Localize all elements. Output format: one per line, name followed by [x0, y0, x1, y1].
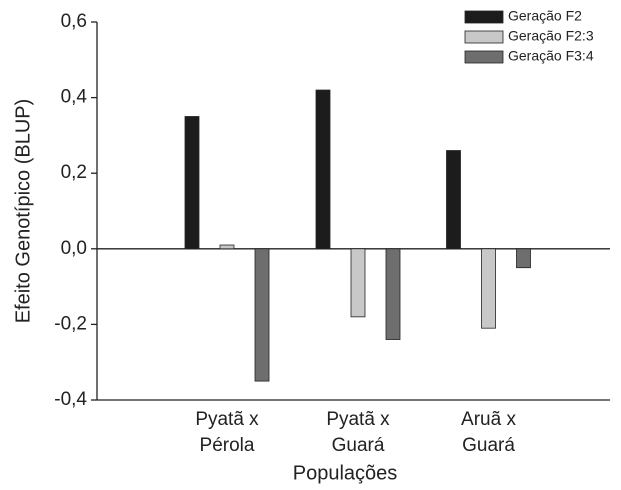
y-tick-label: 0,2 — [61, 162, 87, 183]
x-tick-label: Aruã x — [461, 409, 516, 430]
x-tick-label: Pyatã x — [195, 409, 259, 430]
bar — [446, 150, 461, 250]
legend-label: Geração F2:3 — [508, 28, 594, 44]
bar — [254, 248, 270, 382]
bar — [350, 248, 366, 318]
y-axis-label: Efeito Genotípico (BLUP) — [12, 99, 34, 324]
y-tick-label: 0,6 — [61, 11, 87, 32]
legend-label: Geração F2 — [508, 8, 582, 24]
y-tick-label: 0,0 — [61, 238, 87, 259]
y-tick-label: 0,4 — [61, 87, 88, 108]
y-tick-label: -0,4 — [54, 389, 87, 410]
legend-swatch — [464, 50, 504, 64]
bar — [385, 248, 401, 340]
bar — [219, 244, 235, 250]
legend-swatch — [464, 10, 504, 24]
x-tick-label: Guará — [332, 435, 385, 456]
bar — [184, 116, 200, 250]
x-axis-label: Populações — [293, 462, 398, 484]
x-tick-label: Guará — [462, 435, 515, 456]
legend-label: Geração F3:4 — [508, 48, 594, 64]
x-tick-label: Pyatã x — [326, 409, 390, 430]
bar — [516, 248, 531, 269]
legend-swatch — [464, 30, 504, 44]
bar — [315, 89, 331, 250]
x-tick-label: Pérola — [200, 435, 255, 456]
y-tick-label: -0,2 — [54, 313, 87, 334]
bar — [481, 248, 496, 329]
